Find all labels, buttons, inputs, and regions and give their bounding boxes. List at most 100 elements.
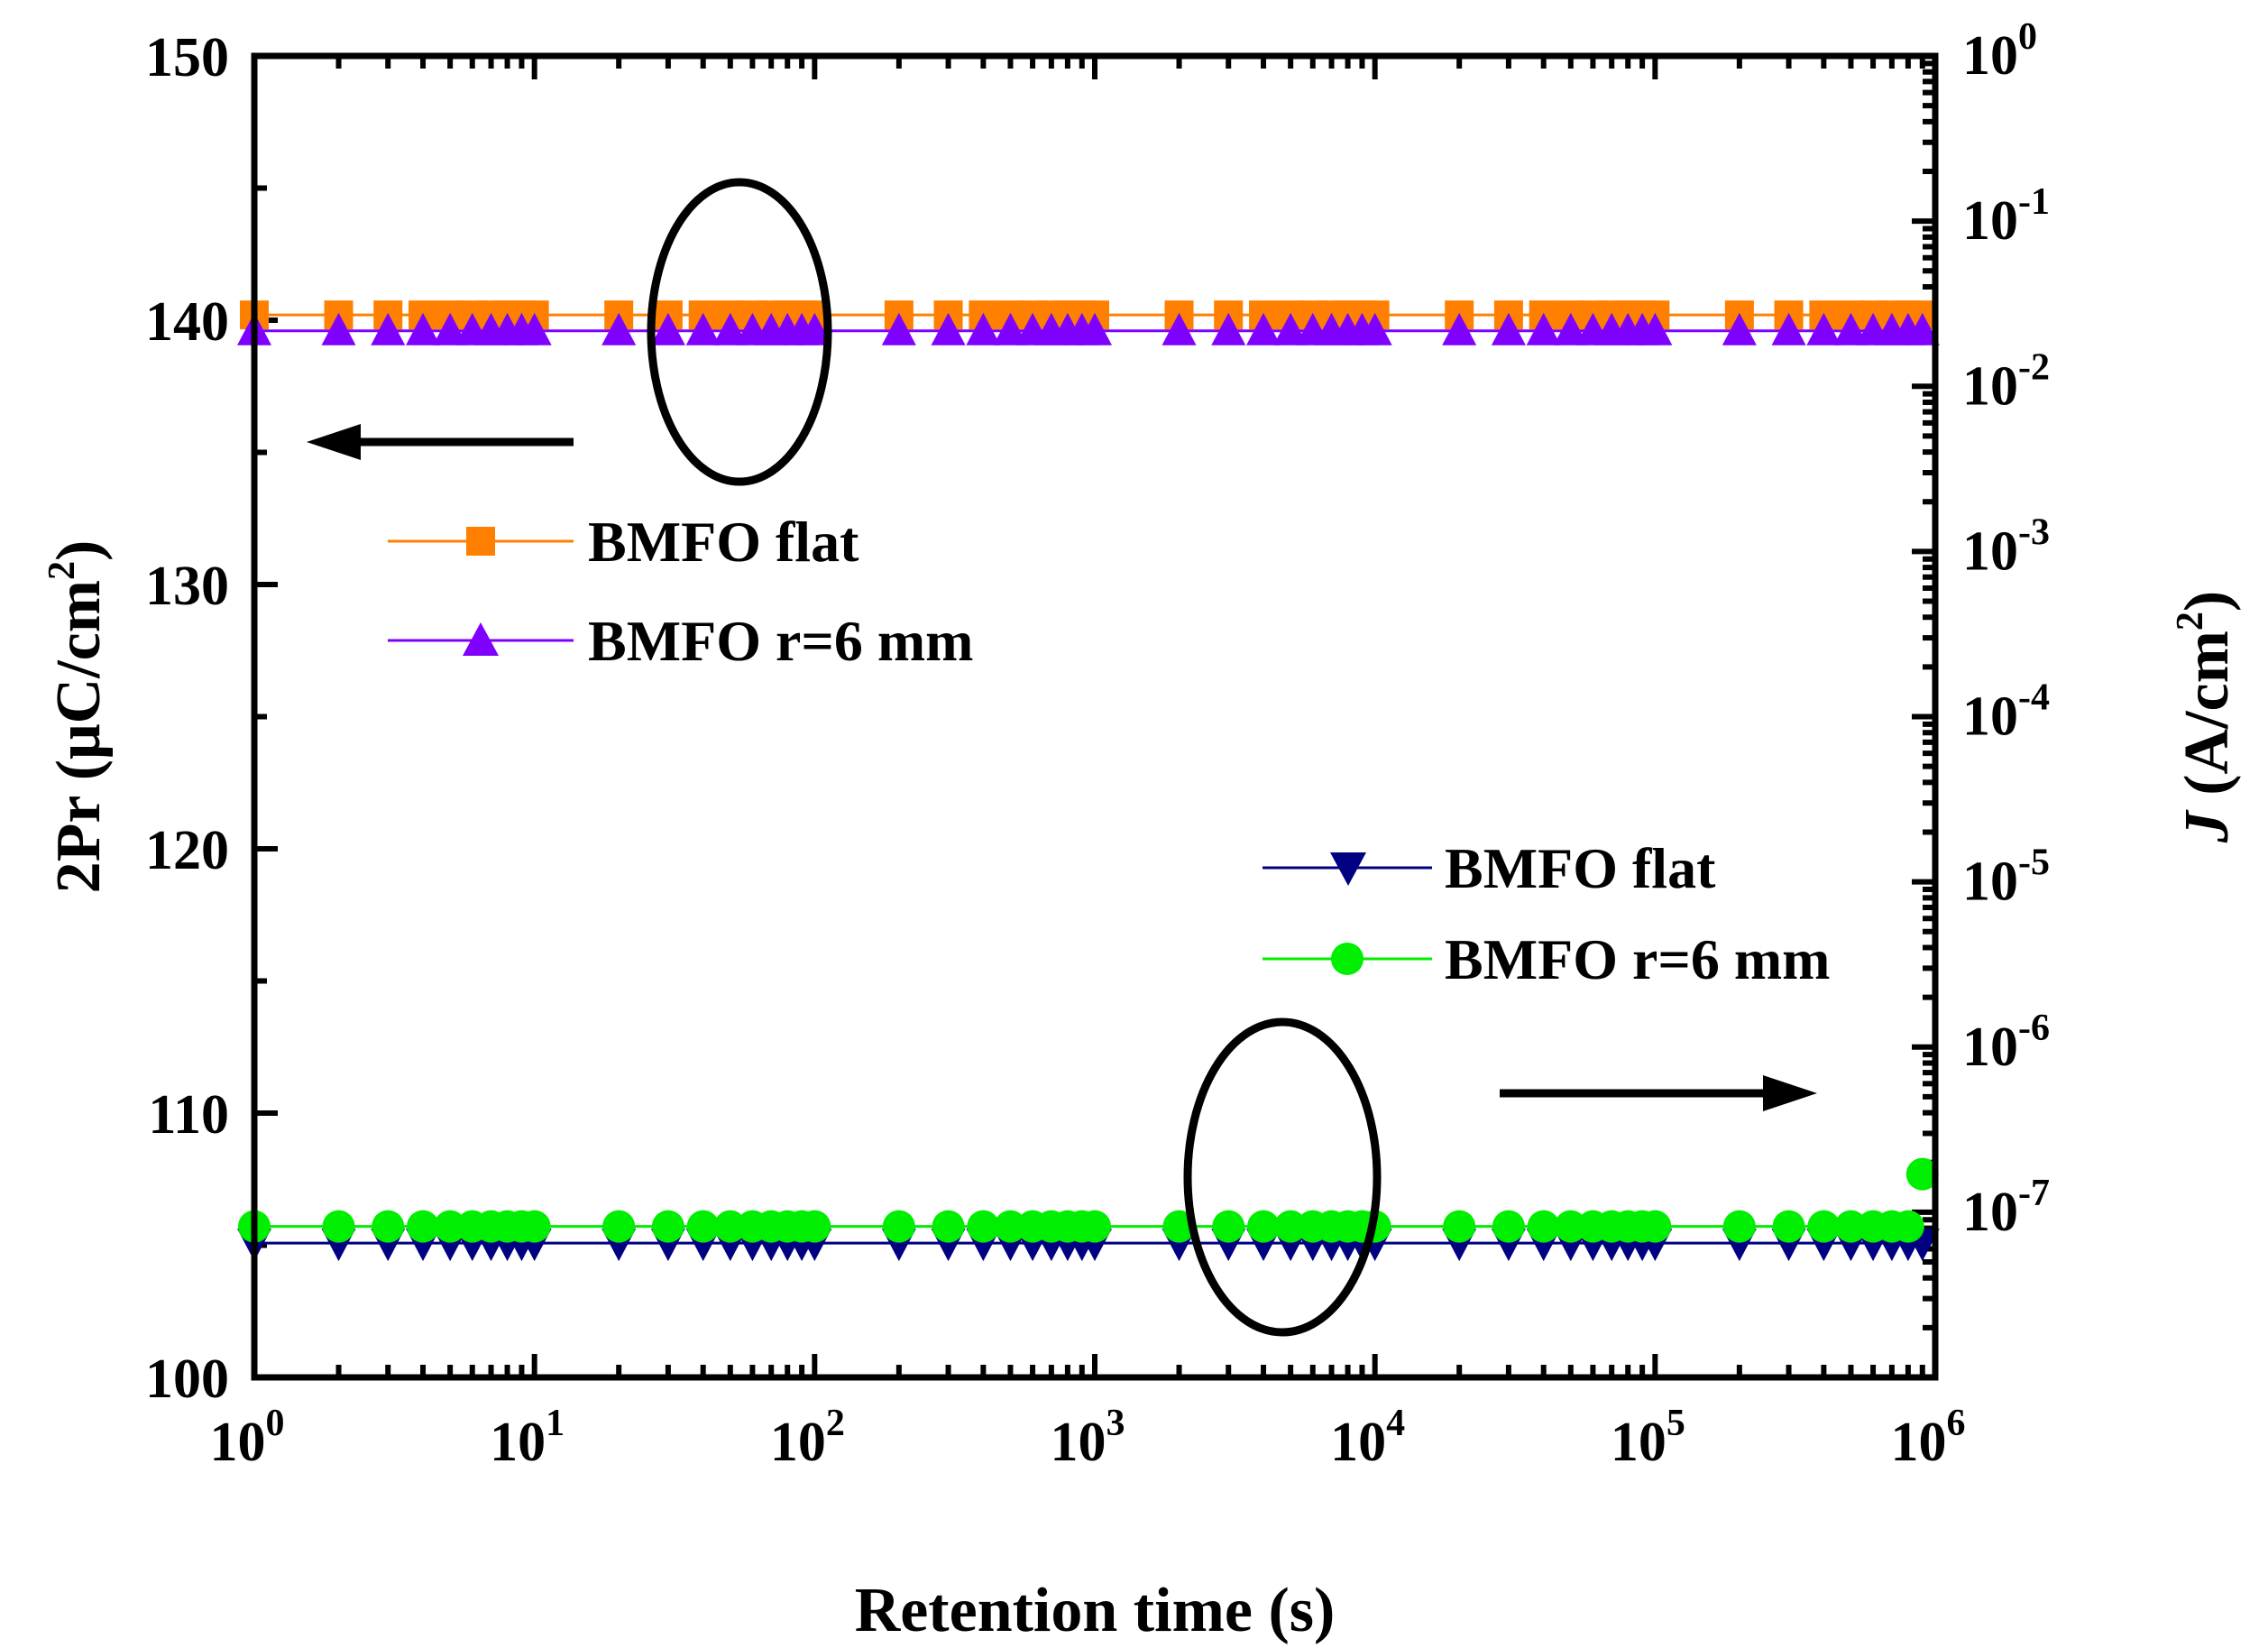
data-point: [1905, 1157, 1939, 1191]
data-point: [798, 1210, 831, 1243]
legend-item-bmfo-r6-2pr: BMFO r=6 mm: [388, 609, 973, 673]
data-point: [1807, 1210, 1841, 1243]
data-point: [686, 1210, 720, 1243]
data-point: [651, 1210, 684, 1243]
data-point: [1492, 1210, 1525, 1243]
data-point: [1891, 1210, 1924, 1243]
data-point: [1833, 312, 1869, 345]
x-tick-label: 101: [490, 1403, 565, 1473]
data-point: [712, 312, 748, 345]
x-tick-label: 102: [770, 1403, 845, 1473]
series-1: [237, 312, 1940, 345]
axis-ticks: [252, 53, 1935, 1380]
data-point: [797, 312, 832, 345]
data-point: [407, 1210, 440, 1243]
triangle-up-marker-icon: [463, 622, 499, 656]
data-point: [1211, 312, 1246, 345]
data-point: [1553, 312, 1588, 345]
data-point: [1274, 1210, 1308, 1243]
data-point: [602, 1210, 636, 1243]
legend-label: BMFO flat: [588, 510, 859, 574]
data-point: [1246, 312, 1281, 345]
y-left-tick-label: 150: [145, 27, 229, 88]
y-right-tick-label: 10-1: [1962, 181, 2050, 252]
data-point: [1162, 312, 1197, 345]
data-point: [882, 1210, 915, 1243]
x-tick-label: 105: [1611, 1403, 1685, 1473]
y-left-tick-label: 140: [145, 291, 229, 353]
arrow-left-icon: [307, 424, 574, 460]
data-point: [518, 1210, 551, 1243]
data-point: [1357, 312, 1392, 345]
data-point: [372, 1210, 405, 1243]
data-point: [1834, 1210, 1868, 1243]
data-point: [434, 1210, 467, 1243]
data-point: [1247, 1210, 1281, 1243]
x-tick-label: 103: [1051, 1403, 1125, 1473]
legend-item-bmfo-flat-j: BMFO flat: [1263, 836, 1716, 900]
y-right-tick-label: 10-2: [1962, 346, 2050, 417]
legend-label: BMFO r=6 mm: [1445, 927, 1830, 991]
data-point: [1526, 312, 1561, 345]
data-point: [1491, 312, 1526, 345]
data-point: [650, 312, 685, 345]
x-tick-label: 106: [1891, 1403, 1966, 1473]
data-point: [881, 312, 916, 345]
data-point: [994, 1210, 1027, 1243]
x-tick-label: 104: [1330, 1403, 1405, 1473]
data-point: [1079, 1210, 1111, 1243]
data-point: [685, 312, 721, 345]
data-point: [321, 312, 356, 345]
legend-upper-left: BMFO flat BMFO r=6 mm: [388, 510, 973, 673]
data-point: [932, 1210, 965, 1243]
legend-item-bmfo-flat-2pr: BMFO flat: [388, 510, 859, 574]
y-right-tick-label: 100: [1962, 16, 2037, 87]
annotations: [307, 178, 1817, 1337]
y-left-tick-label: 100: [145, 1349, 229, 1410]
data-point: [1443, 1210, 1476, 1243]
y-left-tick-label: 120: [145, 820, 229, 881]
data-point: [1722, 1210, 1756, 1243]
y-left-axis-title: 2Pr (μC/cm2): [41, 540, 114, 894]
x-axis-title: Retention time (s): [855, 1576, 1336, 1645]
data-point: [1772, 1210, 1805, 1243]
y-right-tick-label: 10-5: [1962, 842, 2050, 913]
square-marker-icon: [466, 527, 495, 556]
data-point: [1639, 1210, 1672, 1243]
y-left-tick-label: 110: [148, 1084, 229, 1146]
data-point: [601, 312, 637, 345]
annotation-ellipse-j: [1183, 1017, 1382, 1337]
data-point: [966, 312, 1001, 345]
data-point: [1771, 312, 1806, 345]
data-point: [1905, 312, 1940, 345]
y-right-tick-label: 10-7: [1962, 1173, 2050, 1243]
data-point: [371, 312, 406, 345]
legend-label: BMFO flat: [1445, 836, 1716, 900]
series-layer: [237, 300, 1940, 1262]
data-point: [1273, 312, 1308, 345]
data-point: [713, 1210, 747, 1243]
legend-lower-right: BMFO flat BMFO r=6 mm: [1263, 836, 1830, 991]
y-right-tick-label: 10-3: [1962, 511, 2050, 582]
data-point: [406, 312, 441, 345]
data-point: [517, 312, 552, 345]
data-point: [1554, 1210, 1587, 1243]
y-right-tick-label: 10-4: [1962, 677, 2050, 748]
y-left-tick-label: 130: [145, 556, 229, 617]
legend-item-bmfo-r6-j: BMFO r=6 mm: [1263, 927, 1830, 991]
arrow-right-icon: [1500, 1075, 1817, 1111]
annotation-ellipse-2pr: [647, 178, 832, 486]
triangle-down-marker-icon: [1330, 852, 1366, 886]
tick-labels: 100 101 102 103 104 105 106 100 110 120 130 140 150 1…: [145, 16, 2050, 1473]
data-point: [1442, 312, 1477, 345]
series-3: [238, 1157, 1939, 1243]
data-point: [967, 1210, 1000, 1243]
y-right-axis-title: J (A/cm2): [2170, 591, 2242, 844]
legend-label: BMFO r=6 mm: [588, 609, 973, 673]
data-point: [1212, 1210, 1245, 1243]
data-point: [993, 312, 1028, 345]
data-point: [1722, 312, 1757, 345]
data-point: [1527, 1210, 1560, 1243]
x-tick-label: 100: [210, 1403, 285, 1473]
